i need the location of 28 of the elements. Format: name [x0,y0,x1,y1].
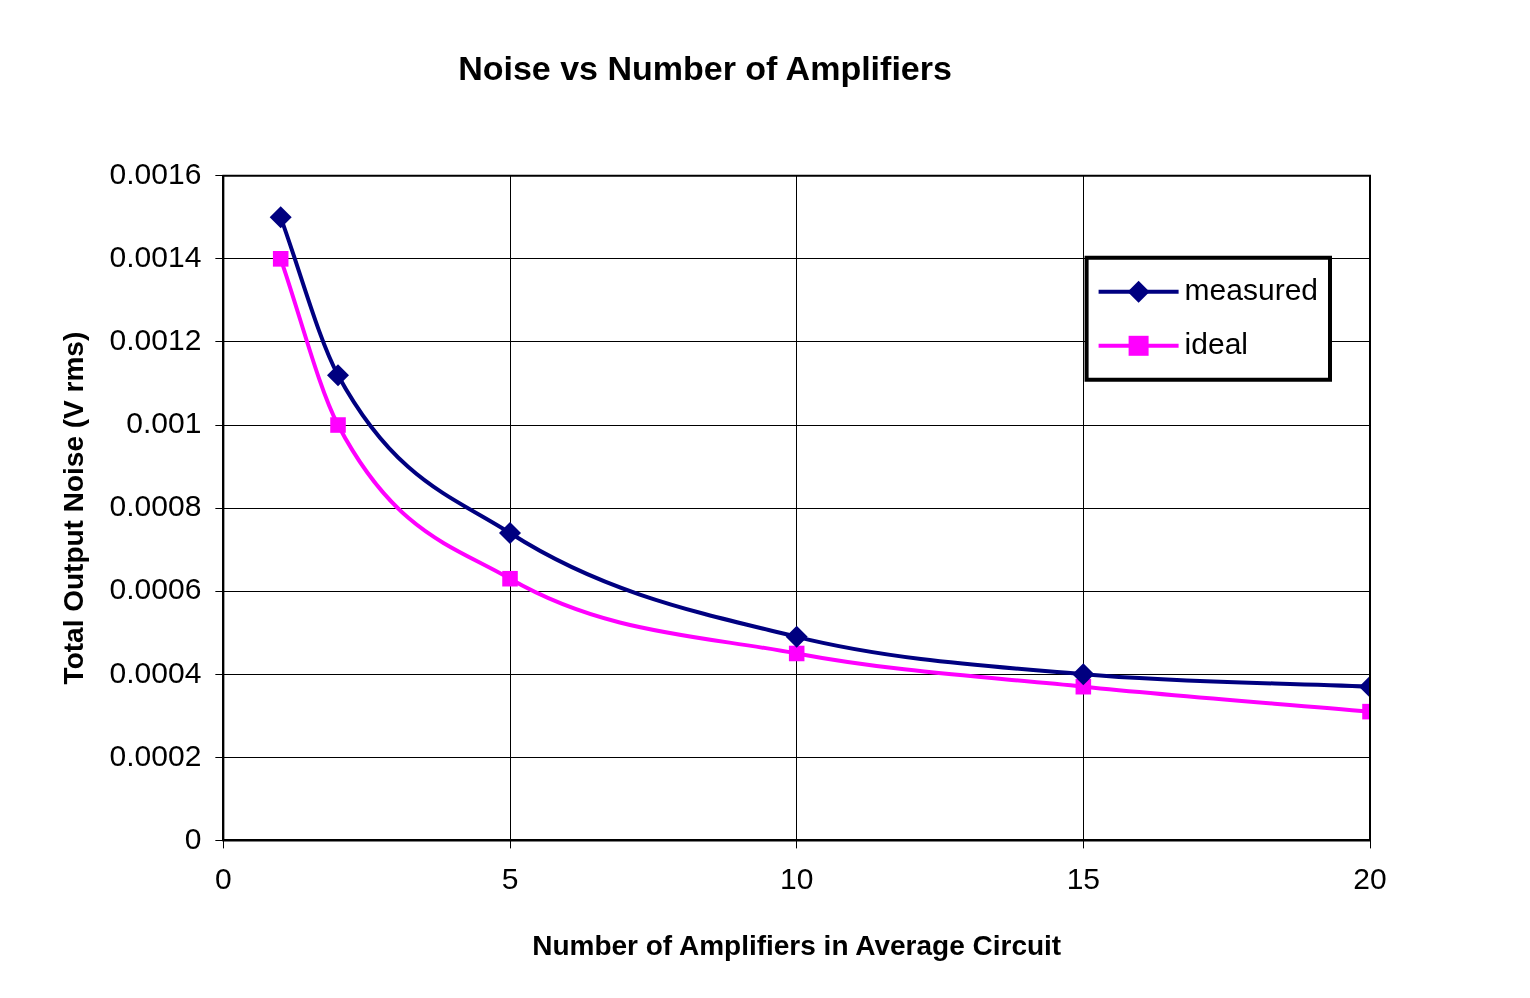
x-tick-label: 10 [779,861,814,895]
point [272,251,289,267]
y-tick-label: 0.0012 [109,323,202,357]
y-tick-label: 0.0004 [109,655,202,689]
y-tick-label: 0.0014 [109,240,202,274]
x-axis-title: Number of Amplifiers in Average Circuit [532,929,1062,961]
x-tick-label: 20 [1353,861,1387,895]
y-tick-label: 0.0008 [109,489,202,523]
x-tick-label: 5 [501,861,519,895]
point [499,522,522,545]
x-tick-label: 15 [1066,861,1101,895]
point [785,625,808,648]
chart-title: Noise vs Number of Amplifiers [458,48,952,87]
y-axis-title: Total Output Noise (V rms) [57,331,89,685]
y-tick-label: 0.0016 [109,157,202,191]
point [1072,663,1095,686]
legend-label: measured [1184,273,1318,307]
point [788,645,805,662]
point [269,206,292,229]
y-tick-label: 0 [184,821,202,855]
y-tick-label: 0.001 [126,406,202,440]
point [330,417,346,433]
x-tick-label: 0 [215,861,232,895]
point [327,364,350,387]
legend-label: ideal [1184,327,1248,361]
y-tick-label: 0.0002 [109,738,202,772]
point [502,570,518,587]
y-tick-label: 0.0006 [109,572,202,606]
